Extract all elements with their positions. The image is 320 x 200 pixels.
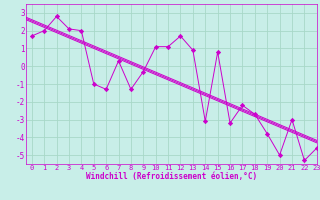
X-axis label: Windchill (Refroidissement éolien,°C): Windchill (Refroidissement éolien,°C) [86,172,257,181]
